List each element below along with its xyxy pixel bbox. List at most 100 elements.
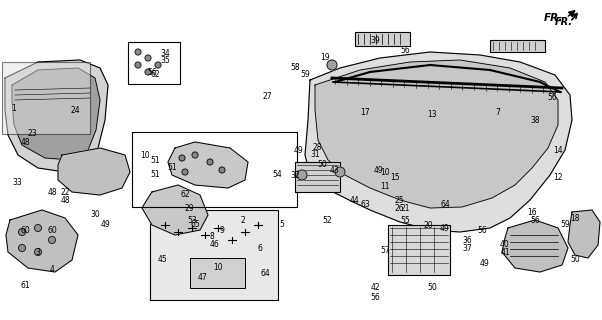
Bar xyxy=(150,210,278,300)
Bar xyxy=(190,258,245,288)
Text: 49: 49 xyxy=(374,165,384,174)
Text: 56: 56 xyxy=(547,92,557,101)
Text: 14: 14 xyxy=(553,146,563,155)
Text: 3: 3 xyxy=(36,247,40,257)
Text: 22: 22 xyxy=(60,188,70,196)
Text: 38: 38 xyxy=(530,116,540,124)
Text: 59: 59 xyxy=(560,220,570,228)
Text: 48: 48 xyxy=(60,196,70,204)
Text: 25: 25 xyxy=(394,196,404,204)
Text: 35: 35 xyxy=(160,55,170,65)
Text: 1: 1 xyxy=(11,103,16,113)
Circle shape xyxy=(192,152,198,158)
Circle shape xyxy=(327,60,337,70)
Text: 42: 42 xyxy=(370,284,380,292)
Bar xyxy=(388,225,450,275)
Text: 49: 49 xyxy=(440,223,450,233)
Text: 28: 28 xyxy=(312,142,321,151)
Text: 26: 26 xyxy=(394,204,404,212)
Circle shape xyxy=(19,228,25,236)
Circle shape xyxy=(19,244,25,252)
Text: 60: 60 xyxy=(20,226,30,235)
Circle shape xyxy=(49,236,55,244)
Text: FR.: FR. xyxy=(555,17,573,27)
Polygon shape xyxy=(5,60,108,172)
Text: 10: 10 xyxy=(140,150,150,159)
Text: 47: 47 xyxy=(197,274,207,283)
Polygon shape xyxy=(568,210,600,258)
Bar xyxy=(2,62,90,134)
Text: 51: 51 xyxy=(167,163,177,172)
Circle shape xyxy=(182,169,188,175)
Circle shape xyxy=(34,225,42,231)
Text: 23: 23 xyxy=(27,129,37,138)
Text: 29: 29 xyxy=(184,204,194,212)
Text: 58: 58 xyxy=(290,62,300,71)
Text: 21: 21 xyxy=(400,204,410,212)
Polygon shape xyxy=(168,142,248,188)
Circle shape xyxy=(179,155,185,161)
Bar xyxy=(490,40,545,52)
Circle shape xyxy=(155,62,161,68)
Text: 50: 50 xyxy=(570,255,580,265)
Circle shape xyxy=(145,69,151,75)
Circle shape xyxy=(207,159,213,165)
Text: 64: 64 xyxy=(260,269,270,278)
Circle shape xyxy=(34,249,42,255)
Text: 30: 30 xyxy=(90,210,100,219)
Text: 9: 9 xyxy=(220,226,225,235)
Text: 52: 52 xyxy=(322,215,332,225)
Text: 60: 60 xyxy=(47,226,57,235)
Text: 24: 24 xyxy=(70,106,80,115)
Text: 6: 6 xyxy=(258,244,262,252)
Text: 19: 19 xyxy=(320,52,330,61)
Text: 32: 32 xyxy=(290,171,300,180)
Circle shape xyxy=(135,49,141,55)
Text: 44: 44 xyxy=(350,196,360,204)
Text: 45: 45 xyxy=(157,255,167,265)
Text: 55: 55 xyxy=(400,215,410,225)
Text: 33: 33 xyxy=(12,178,22,187)
Text: 16: 16 xyxy=(527,207,537,217)
Text: 27: 27 xyxy=(262,92,272,100)
Text: 49: 49 xyxy=(480,260,490,268)
Text: 43: 43 xyxy=(330,165,340,174)
Text: 51: 51 xyxy=(150,170,160,179)
Text: 13: 13 xyxy=(427,109,437,118)
Circle shape xyxy=(145,55,151,61)
Text: 5: 5 xyxy=(279,220,284,228)
Text: 56: 56 xyxy=(147,68,157,76)
Text: 57: 57 xyxy=(380,245,390,254)
Text: 41: 41 xyxy=(500,247,510,257)
Polygon shape xyxy=(315,60,558,208)
Circle shape xyxy=(135,62,141,68)
Text: 59: 59 xyxy=(300,69,310,78)
Text: 56: 56 xyxy=(477,226,487,235)
Text: 34: 34 xyxy=(160,49,170,58)
Text: FR.: FR. xyxy=(544,13,563,23)
Text: 18: 18 xyxy=(570,213,580,222)
Polygon shape xyxy=(58,148,130,195)
Bar xyxy=(132,132,297,207)
Text: 65: 65 xyxy=(190,220,200,228)
Polygon shape xyxy=(502,220,568,272)
Text: 20: 20 xyxy=(423,220,433,229)
Text: 10: 10 xyxy=(213,263,223,273)
Text: 51: 51 xyxy=(150,156,160,164)
Polygon shape xyxy=(142,185,208,235)
Text: 2: 2 xyxy=(241,215,246,225)
Text: 8: 8 xyxy=(209,231,214,241)
Text: 7: 7 xyxy=(495,108,500,116)
Bar xyxy=(355,32,410,46)
Text: 48: 48 xyxy=(20,138,30,147)
Text: 50: 50 xyxy=(427,284,437,292)
Text: 56: 56 xyxy=(370,292,380,301)
Text: 53: 53 xyxy=(187,215,197,225)
Text: 40: 40 xyxy=(500,239,510,249)
Text: 36: 36 xyxy=(462,236,472,244)
Text: 11: 11 xyxy=(380,181,389,190)
Text: 63: 63 xyxy=(360,199,370,209)
Text: 49: 49 xyxy=(294,146,304,155)
Text: 39: 39 xyxy=(370,36,380,44)
Bar xyxy=(128,42,180,84)
